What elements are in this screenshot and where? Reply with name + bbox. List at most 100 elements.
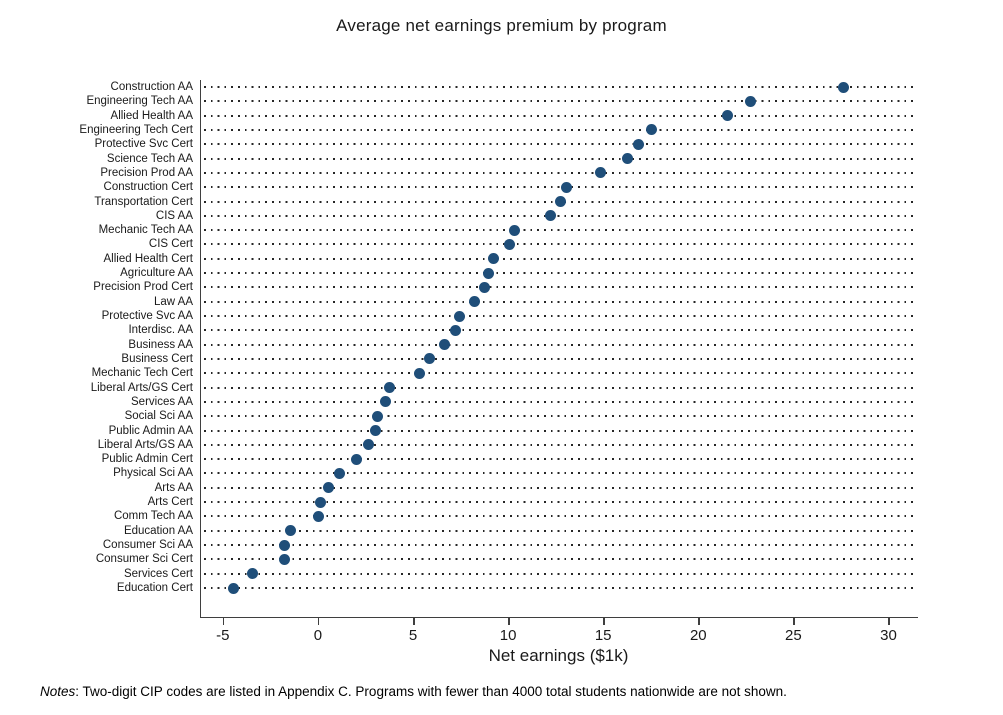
data-point-allied-health-cert <box>488 253 500 265</box>
leader-line <box>204 415 916 418</box>
category-label: Protective Svc Cert <box>94 138 193 151</box>
x-tick <box>222 618 225 625</box>
data-point-services-cert <box>246 568 258 580</box>
category-label: Agriculture AA <box>120 267 193 280</box>
x-tick <box>603 618 605 625</box>
x-tick-label: 10 <box>499 627 517 644</box>
leader-line <box>204 572 916 575</box>
x-tick-label: -5 <box>216 627 230 644</box>
category-label: Protective Svc AA <box>101 310 193 323</box>
category-label: Engineering Tech Cert <box>79 123 193 136</box>
leader-line <box>204 229 916 232</box>
data-point-engineering-tech-cert <box>646 124 658 136</box>
x-tick-label: 5 <box>408 627 418 644</box>
x-axis-title: Net earnings ($1k) <box>488 646 629 665</box>
x-tick-label: 25 <box>785 627 802 644</box>
data-point-comm-tech-aa <box>313 510 325 522</box>
category-label: Mechanic Tech Cert <box>91 367 193 380</box>
data-point-mechanic-tech-aa <box>509 224 521 236</box>
data-point-consumer-sci-aa <box>279 539 291 551</box>
category-label: Interdisc. AA <box>128 324 193 337</box>
leader-line <box>204 157 916 160</box>
x-tick-label: 20 <box>689 627 707 644</box>
data-point-services-aa <box>379 396 391 408</box>
data-point-protective-svc-aa <box>454 310 466 322</box>
category-label: Precision Prod AA <box>100 166 193 179</box>
data-point-liberal-arts-gs-aa <box>362 439 374 451</box>
category-label: Services Cert <box>123 567 193 580</box>
category-label: Consumer Sci AA <box>102 539 193 552</box>
x-tick <box>508 618 510 625</box>
leader-line <box>204 501 916 504</box>
category-label: Construction AA <box>110 81 193 93</box>
data-point-construction-aa <box>838 81 850 93</box>
leader-line <box>204 515 916 518</box>
leader-line <box>204 86 916 88</box>
x-tick <box>888 618 890 625</box>
notes-text: : Two-digit CIP codes are listed in Appe… <box>75 684 787 699</box>
leader-line <box>204 214 916 217</box>
leader-line <box>204 400 916 403</box>
data-point-science-tech-aa <box>621 153 633 165</box>
leader-line <box>204 128 916 131</box>
leader-line <box>204 443 916 446</box>
data-point-physical-sci-aa <box>334 467 346 479</box>
leader-line <box>204 329 916 332</box>
chart-notes: Notes: Two-digit CIP codes are listed in… <box>40 684 990 699</box>
leader-line <box>204 343 916 346</box>
data-point-mechanic-tech-cert <box>414 367 426 379</box>
data-point-social-sci-aa <box>372 410 384 422</box>
leader-line <box>204 171 916 174</box>
category-label: Social Sci AA <box>124 410 193 423</box>
data-point-public-admin-aa <box>370 425 382 437</box>
category-label: Law AA <box>154 295 193 308</box>
category-label: Arts Cert <box>147 496 193 509</box>
category-label: Science Tech AA <box>106 152 193 165</box>
data-point-allied-health-aa <box>722 110 734 122</box>
data-point-transportation-cert <box>554 196 566 207</box>
leader-line <box>204 186 916 189</box>
data-point-arts-aa <box>322 482 334 494</box>
data-point-precision-prod-aa <box>594 167 606 179</box>
x-tick-label: 15 <box>594 627 612 644</box>
data-point-engineering-tech-aa <box>745 95 757 107</box>
category-label: Construction Cert <box>103 181 193 194</box>
leader-line <box>204 100 916 103</box>
x-tick <box>793 618 795 625</box>
x-tick <box>413 618 415 625</box>
leader-line <box>204 458 916 461</box>
leader-line <box>204 529 916 532</box>
category-label: Mechanic Tech AA <box>98 224 193 237</box>
category-label: Transportation Cert <box>94 195 193 208</box>
leader-line <box>204 486 916 489</box>
data-point-education-aa <box>284 525 296 537</box>
data-point-business-aa <box>438 339 450 351</box>
category-label: Liberal Arts/GS AA <box>97 438 193 451</box>
data-point-cis-aa <box>545 210 557 222</box>
chart-title: Average net earnings premium by program <box>336 16 667 35</box>
leader-line <box>204 272 916 275</box>
category-label: Public Admin AA <box>108 424 193 437</box>
category-label: Liberal Arts/GS Cert <box>90 381 193 394</box>
category-label: CIS AA <box>155 209 193 222</box>
category-label: Business Cert <box>121 352 193 365</box>
data-point-business-cert <box>423 353 435 365</box>
leader-line <box>204 429 916 432</box>
category-label: Physical Sci AA <box>113 467 193 480</box>
leader-line <box>204 472 916 475</box>
category-label: Business AA <box>128 338 193 351</box>
leader-line <box>204 544 916 547</box>
category-label: Allied Health Cert <box>103 252 193 265</box>
data-point-liberal-arts-gs-cert <box>383 382 395 394</box>
data-point-public-admin-cert <box>351 453 363 465</box>
category-label: Comm Tech AA <box>113 510 193 523</box>
data-point-arts-cert <box>315 496 327 508</box>
leader-line <box>204 114 916 117</box>
x-tick-label: 0 <box>313 627 323 644</box>
plot-area <box>200 80 918 618</box>
category-label: Education AA <box>123 524 193 537</box>
leader-line <box>204 257 916 260</box>
notes-prefix: Notes <box>40 684 76 699</box>
category-label: Public Admin Cert <box>101 453 193 466</box>
